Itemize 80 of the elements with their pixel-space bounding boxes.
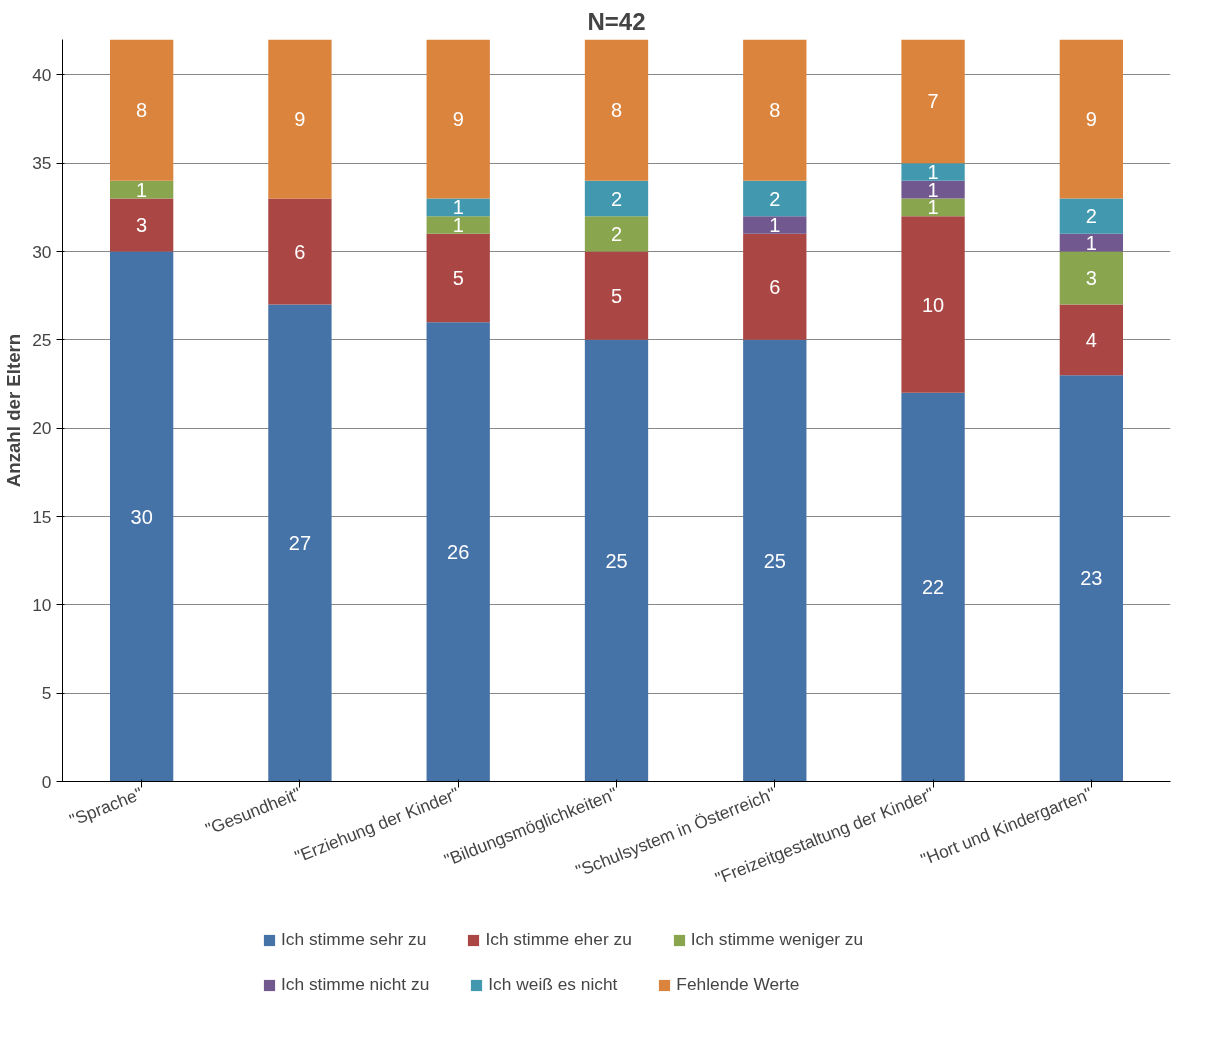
- legend-label: Ich stimme weniger zu: [690, 929, 864, 950]
- data-label: 25: [763, 549, 786, 572]
- data-label: 1: [769, 214, 781, 236]
- data-label: 2: [610, 187, 623, 210]
- data-label: 9: [452, 108, 464, 130]
- bar: [1059, 39, 1124, 199]
- bar: [109, 198, 174, 252]
- bar: [901, 216, 965, 393]
- legend-label: Ich stimme eher zu: [485, 929, 632, 950]
- y-tick-label: 15: [32, 506, 52, 527]
- legend-label: Ich stimme sehr zu: [281, 929, 427, 950]
- bar: [1059, 233, 1124, 252]
- data-label: 4: [1085, 328, 1097, 351]
- y-tick-label: 5: [41, 683, 52, 704]
- data-label: 23: [1080, 567, 1103, 590]
- y-tick-label: 30: [32, 241, 52, 262]
- data-label: 8: [769, 99, 781, 122]
- data-label: 1: [1085, 231, 1097, 254]
- bar: [1059, 251, 1124, 305]
- bar: [426, 322, 490, 782]
- bar: [901, 198, 965, 217]
- bar: [1059, 304, 1124, 376]
- data-label: 5: [452, 267, 464, 289]
- bar: [743, 339, 807, 782]
- legend-label: Fehlende Werte: [676, 974, 800, 995]
- y-tick-label: 0: [41, 771, 52, 792]
- bar: [109, 39, 174, 181]
- data-label: 6: [769, 275, 781, 298]
- bar: [901, 39, 965, 164]
- data-label: 30: [130, 505, 153, 528]
- data-label: 2: [610, 222, 623, 245]
- data-label: 9: [1085, 108, 1097, 130]
- data-label: 10: [921, 293, 945, 316]
- bar: [901, 180, 965, 199]
- bar: [426, 198, 490, 217]
- chart-title: N=42: [587, 7, 646, 35]
- bar: [109, 251, 174, 782]
- data-label: 22: [921, 576, 945, 599]
- y-tick-label: 25: [32, 329, 52, 350]
- bar: [743, 180, 807, 217]
- y-axis-title: Anzahl der Eltern: [3, 333, 25, 488]
- data-label: 8: [136, 99, 148, 122]
- data-label: 2: [769, 187, 781, 210]
- bar: [268, 198, 332, 305]
- y-tick-label: 10: [32, 594, 52, 615]
- bar: [584, 180, 649, 217]
- bar: [426, 216, 490, 234]
- bar: [743, 216, 807, 234]
- bar: [1059, 375, 1124, 782]
- data-label: 6: [294, 240, 306, 263]
- y-tick-label: 40: [32, 64, 52, 85]
- bar: [426, 39, 490, 199]
- bar: [109, 180, 174, 199]
- bar: [743, 39, 807, 181]
- bar: [743, 233, 807, 340]
- bar: [584, 216, 649, 252]
- bar: [268, 39, 332, 199]
- data-label: 9: [294, 108, 306, 130]
- data-label: 3: [136, 214, 148, 236]
- data-label: 26: [447, 540, 470, 563]
- bar: [584, 339, 649, 782]
- data-label: 7: [927, 90, 939, 113]
- bar: [584, 251, 649, 340]
- y-tick-label: 20: [32, 418, 52, 439]
- bar: [426, 233, 490, 323]
- bar: [901, 392, 965, 782]
- bar: [268, 304, 332, 782]
- legend-label: Ich stimme nicht zu: [281, 974, 430, 995]
- data-label: 27: [288, 532, 312, 554]
- data-label: 5: [610, 284, 623, 307]
- data-label: 1: [136, 178, 148, 201]
- bar: [1059, 198, 1124, 234]
- data-label: 8: [610, 99, 623, 122]
- data-label: 3: [1085, 267, 1097, 289]
- data-label: 25: [605, 549, 628, 572]
- y-tick-label: 35: [32, 153, 52, 174]
- bar: [901, 163, 965, 181]
- data-label: 2: [1085, 205, 1097, 228]
- bar: [584, 39, 649, 181]
- legend-label: Ich weiß es nicht: [488, 974, 618, 995]
